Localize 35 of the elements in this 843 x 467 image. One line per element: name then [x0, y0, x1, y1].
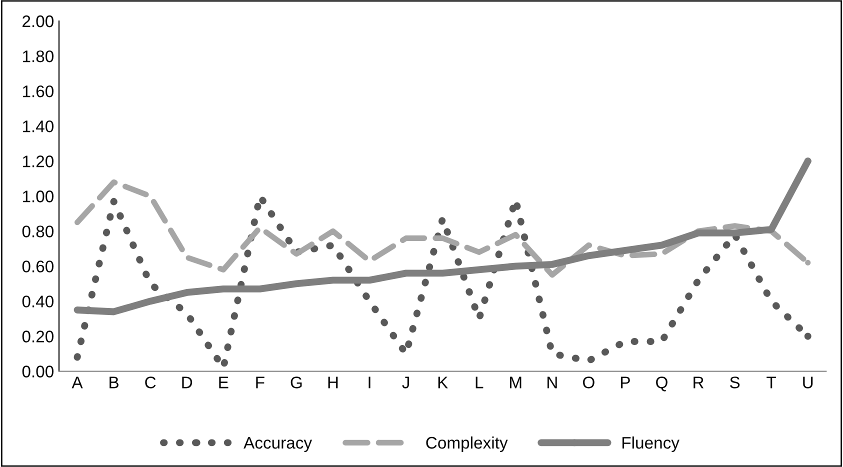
- y-tick-label: 0.00: [22, 366, 54, 378]
- y-tick-label: 0.40: [22, 296, 54, 308]
- x-tick-label: G: [290, 376, 302, 388]
- x-tick-label: F: [256, 376, 264, 388]
- x-tick-label: H: [328, 376, 338, 388]
- y-tick-label: 1.40: [22, 120, 54, 132]
- legend-label: Fluency: [622, 436, 680, 452]
- x-tick-label: B: [110, 376, 118, 388]
- x-tick-label: D: [182, 376, 192, 388]
- y-tick-label: 1.80: [22, 50, 54, 62]
- x-tick-label: A: [72, 376, 83, 388]
- x-tick-label: J: [402, 376, 409, 388]
- legend-label: Accuracy: [244, 437, 312, 452]
- y-tick-label: 1.60: [22, 85, 54, 98]
- x-tick-label: R: [694, 376, 704, 388]
- x-tick-label: S: [730, 376, 740, 388]
- x-tick-label: P: [621, 376, 630, 388]
- x-tick-label: K: [438, 376, 448, 388]
- x-tick-label: T: [766, 376, 776, 388]
- y-tick-label: 1.00: [22, 190, 54, 202]
- x-tick-label: U: [803, 376, 813, 388]
- x-tick-label: M: [510, 376, 522, 388]
- x-tick-label: Q: [656, 376, 668, 392]
- legend-label: Complexity: [426, 436, 508, 452]
- y-tick-label: 1.20: [22, 156, 54, 168]
- x-tick-label: I: [368, 376, 370, 388]
- x-tick-label: C: [145, 376, 156, 388]
- y-tick-label: 0.20: [22, 330, 54, 342]
- y-tick-label: 0.80: [22, 226, 54, 238]
- x-tick-label: N: [548, 376, 557, 388]
- y-tick-label: 2.00: [22, 15, 54, 28]
- x-tick-label: E: [219, 376, 228, 388]
- x-tick-label: L: [476, 376, 484, 388]
- y-tick-label: 0.60: [22, 260, 54, 272]
- x-tick-label: O: [583, 376, 594, 388]
